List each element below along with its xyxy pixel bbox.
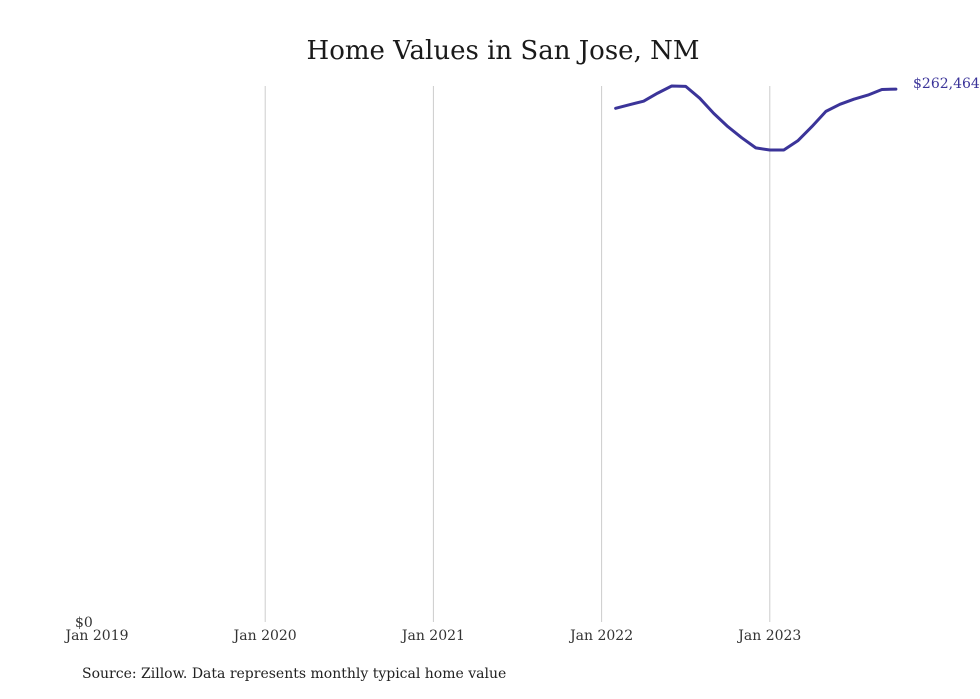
x-tick-label-2021: Jan 2021 [400,628,465,644]
series-line [614,84,898,152]
y-tick-label-0: $0 [75,615,93,631]
x-axis-ticks: Jan 2019 Jan 2020 Jan 2021 Jan 2022 Jan 2023 [63,628,801,644]
x-tick-label-2023: Jan 2023 [736,628,801,644]
end-value-label: $262,464 [913,76,980,92]
source-note: Source: Zillow. Data represents monthly … [82,666,507,682]
x-tick-label-2022: Jan 2022 [568,628,633,644]
chart-title: Home Values in San Jose, NM [307,36,700,66]
x-tick-label-2019: Jan 2019 [63,628,128,644]
x-tick-label-2020: Jan 2020 [232,628,297,644]
gridlines [264,86,771,622]
